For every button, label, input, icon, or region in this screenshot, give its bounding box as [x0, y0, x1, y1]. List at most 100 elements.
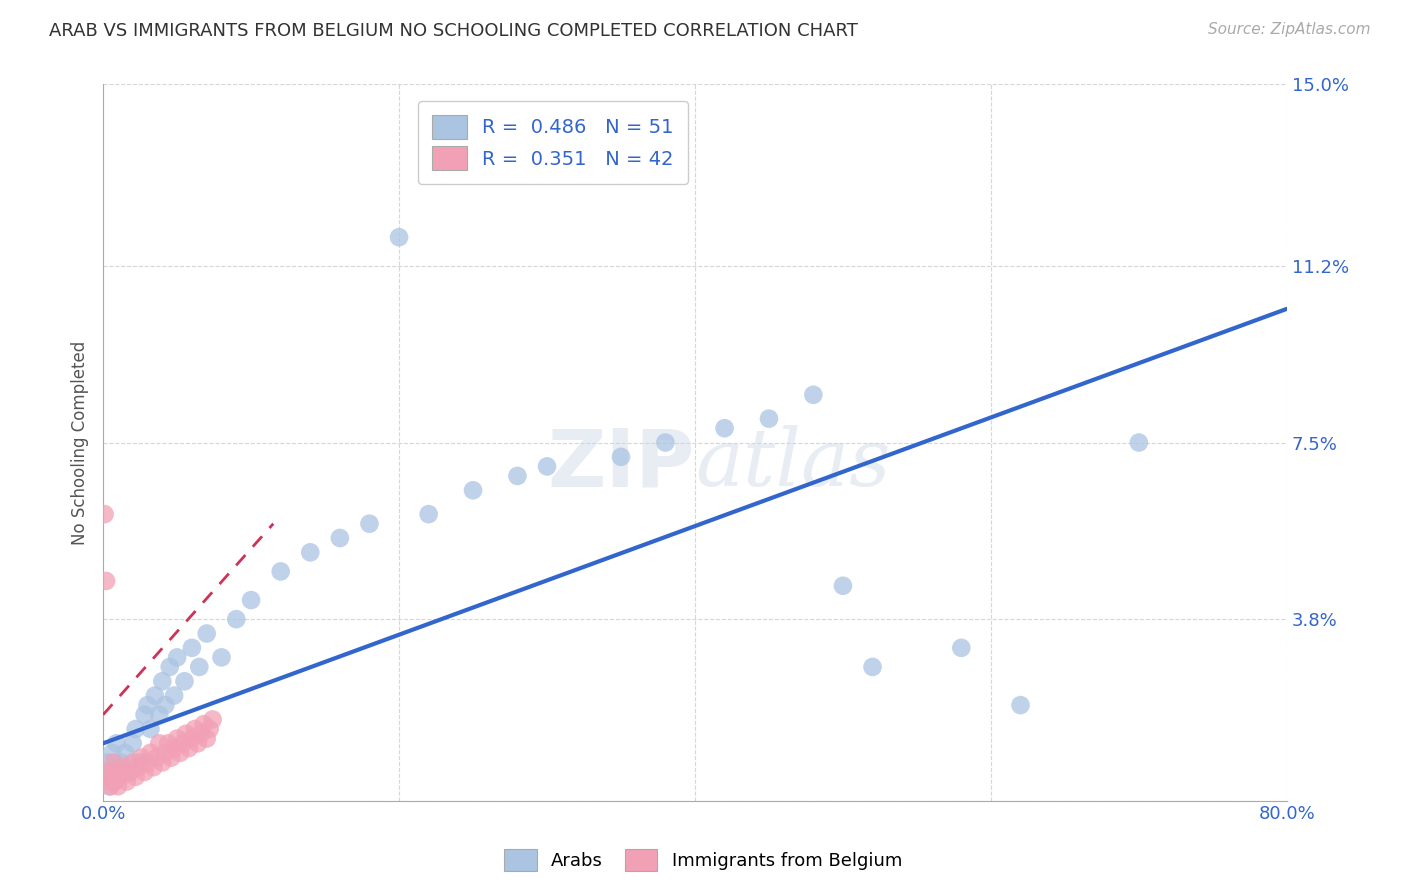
Point — [329, 531, 352, 545]
Point — [160, 750, 183, 764]
Point — [121, 736, 143, 750]
Point — [97, 756, 120, 770]
Point — [104, 760, 127, 774]
Point — [201, 713, 224, 727]
Point — [100, 764, 122, 779]
Point — [359, 516, 381, 531]
Legend: R =  0.486   N = 51, R =  0.351   N = 42: R = 0.486 N = 51, R = 0.351 N = 42 — [419, 102, 688, 184]
Point — [177, 741, 200, 756]
Point — [461, 483, 484, 498]
Point — [832, 579, 855, 593]
Point — [94, 574, 117, 588]
Point — [97, 774, 120, 789]
Point — [105, 764, 128, 779]
Point — [98, 764, 121, 779]
Y-axis label: No Schooling Completed: No Schooling Completed — [72, 341, 89, 545]
Point — [94, 770, 117, 784]
Point — [506, 469, 529, 483]
Point — [174, 727, 197, 741]
Point — [110, 770, 132, 784]
Point — [142, 760, 165, 774]
Point — [101, 746, 124, 760]
Point — [195, 626, 218, 640]
Point — [1128, 435, 1150, 450]
Point — [388, 230, 411, 244]
Text: atlas: atlas — [695, 425, 890, 503]
Point — [187, 736, 209, 750]
Point — [1010, 698, 1032, 713]
Point — [145, 750, 167, 764]
Point — [169, 746, 191, 760]
Point — [801, 388, 824, 402]
Point — [150, 756, 173, 770]
Point — [118, 764, 141, 779]
Point — [118, 764, 141, 779]
Text: Source: ZipAtlas.com: Source: ZipAtlas.com — [1208, 22, 1371, 37]
Point — [129, 756, 152, 770]
Point — [125, 770, 148, 784]
Point — [198, 722, 221, 736]
Text: ARAB VS IMMIGRANTS FROM BELGIUM NO SCHOOLING COMPLETED CORRELATION CHART: ARAB VS IMMIGRANTS FROM BELGIUM NO SCHOO… — [49, 22, 858, 40]
Point — [125, 722, 148, 736]
Point — [110, 756, 132, 770]
Point — [136, 756, 159, 770]
Point — [225, 612, 247, 626]
Point — [93, 507, 115, 521]
Point — [101, 770, 124, 784]
Point — [104, 774, 127, 789]
Point — [115, 774, 138, 789]
Point — [148, 736, 170, 750]
Point — [163, 689, 186, 703]
Point — [98, 779, 121, 793]
Point — [139, 722, 162, 736]
Text: ZIP: ZIP — [548, 425, 695, 503]
Point — [155, 698, 177, 713]
Point — [173, 674, 195, 689]
Point — [610, 450, 633, 464]
Point — [103, 756, 125, 770]
Point — [136, 698, 159, 713]
Legend: Arabs, Immigrants from Belgium: Arabs, Immigrants from Belgium — [496, 842, 910, 879]
Point — [190, 727, 212, 741]
Point — [157, 736, 180, 750]
Point — [112, 760, 135, 774]
Point — [128, 760, 150, 774]
Point — [211, 650, 233, 665]
Point — [100, 779, 122, 793]
Point — [418, 507, 440, 521]
Point — [131, 750, 153, 764]
Point — [172, 736, 194, 750]
Point — [143, 689, 166, 703]
Point — [536, 459, 558, 474]
Point — [299, 545, 322, 559]
Point — [193, 717, 215, 731]
Point — [240, 593, 263, 607]
Point — [654, 435, 676, 450]
Point — [166, 731, 188, 746]
Point — [713, 421, 735, 435]
Point — [159, 660, 181, 674]
Point — [114, 746, 136, 760]
Point — [950, 640, 973, 655]
Point — [180, 640, 202, 655]
Point — [166, 650, 188, 665]
Point — [758, 411, 780, 425]
Point — [134, 707, 156, 722]
Point — [270, 565, 292, 579]
Point — [180, 731, 202, 746]
Point — [862, 660, 884, 674]
Point — [107, 770, 129, 784]
Point — [103, 774, 125, 789]
Point — [121, 756, 143, 770]
Point — [139, 746, 162, 760]
Point — [105, 736, 128, 750]
Point — [184, 722, 207, 736]
Point — [148, 707, 170, 722]
Point — [150, 674, 173, 689]
Point — [163, 741, 186, 756]
Point — [195, 731, 218, 746]
Point — [155, 746, 177, 760]
Point — [107, 779, 129, 793]
Point — [134, 764, 156, 779]
Point — [188, 660, 211, 674]
